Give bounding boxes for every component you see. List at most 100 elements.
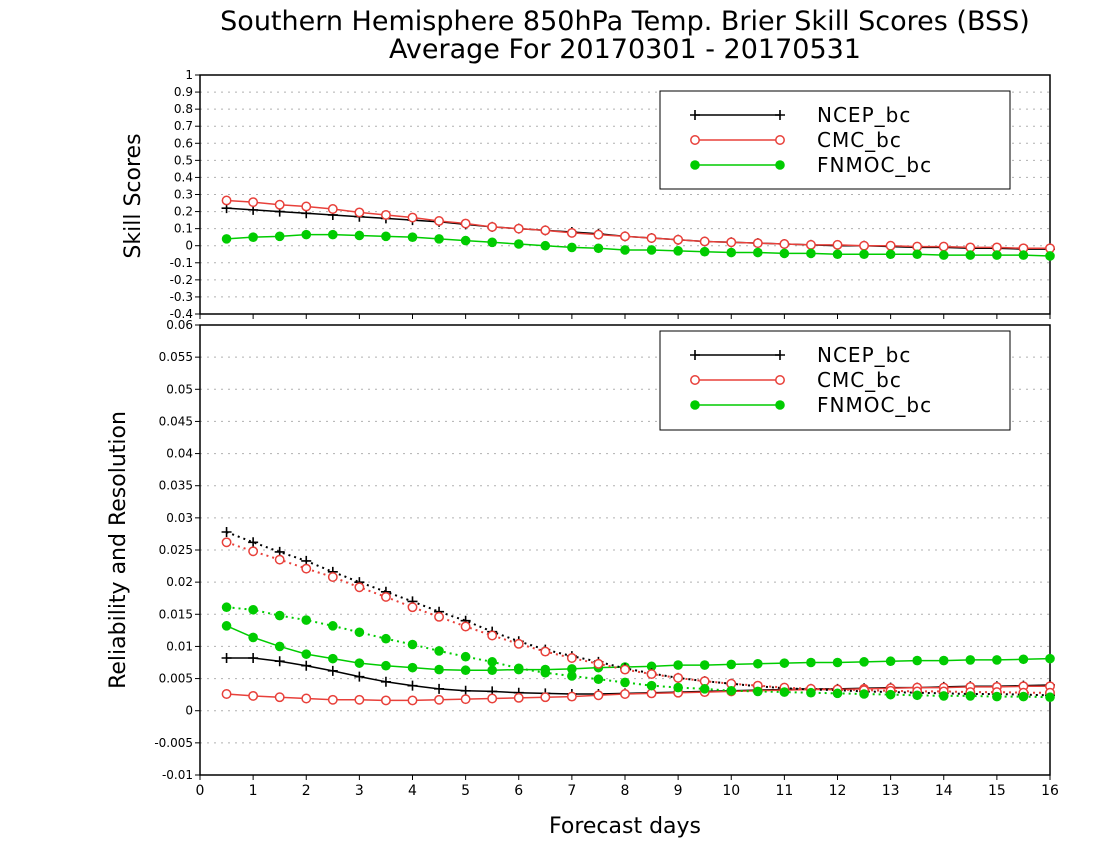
data-point (434, 216, 445, 226)
data-point (434, 234, 444, 244)
data-point (832, 688, 843, 699)
data-point (354, 658, 365, 668)
legend-label: NCEP_bc (817, 103, 911, 127)
y-tick-label: 0.8 (174, 102, 193, 116)
data-point (407, 232, 418, 242)
data-point (912, 690, 922, 701)
y-tick-label: 0.5 (174, 153, 193, 167)
data-point (274, 554, 285, 565)
data-point (699, 246, 710, 257)
y-tick-label: 0.9 (174, 85, 193, 99)
x-tick-label: 0 (196, 783, 205, 799)
x-axis-title: Forecast days (549, 814, 701, 839)
data-point (726, 247, 737, 258)
data-point (938, 655, 949, 666)
y-tick-label: 0.005 (159, 672, 193, 686)
data-point (965, 691, 976, 701)
series-CMC_bc-solid (221, 195, 1055, 254)
data-point (859, 249, 869, 260)
data-point (540, 646, 551, 657)
data-point (513, 223, 524, 234)
data-point (460, 235, 471, 246)
series-line (226, 541, 1050, 694)
data-point (407, 212, 418, 223)
y-tick-label: 0.045 (159, 414, 193, 428)
data-point (301, 660, 312, 671)
data-point (380, 695, 391, 706)
chart-title: Southern Hemisphere 850hPa Temp. Brier S… (220, 6, 1030, 37)
y-tick-label: 0.3 (174, 188, 193, 202)
series-CMC_bc-dotted (221, 537, 1055, 698)
legend-marker (775, 160, 785, 170)
y-tick-label: 0.6 (174, 136, 193, 150)
series-line (226, 685, 1050, 702)
data-point (221, 537, 232, 548)
data-point (885, 689, 896, 700)
data-point (221, 527, 232, 537)
data-point (434, 664, 444, 675)
data-point (566, 227, 577, 238)
x-tick-label: 9 (674, 783, 683, 799)
y-tick-label: -0.01 (162, 768, 193, 782)
data-point (221, 602, 232, 613)
x-tick-label: 13 (882, 783, 900, 799)
data-point (753, 658, 763, 669)
data-point (593, 229, 604, 240)
data-point (806, 657, 816, 668)
series-line (226, 199, 1050, 250)
data-point (938, 241, 949, 252)
data-point (540, 692, 551, 703)
data-point (1018, 654, 1029, 665)
data-point (487, 665, 497, 676)
data-point (513, 239, 524, 249)
data-point (593, 674, 604, 685)
legend-label: FNMOC_bc (817, 393, 932, 417)
data-point (540, 667, 551, 678)
data-point (380, 210, 391, 220)
data-point (673, 234, 684, 245)
data-point (407, 602, 418, 613)
legend-marker (775, 135, 785, 145)
data-point (726, 685, 737, 696)
y-tick-label: 0.01 (166, 639, 193, 653)
data-point (434, 694, 445, 705)
data-point (646, 661, 657, 672)
y-tick-label: -0.4 (170, 307, 193, 321)
data-point (221, 195, 232, 206)
data-point (859, 657, 869, 667)
y-tick-label: 0.2 (174, 205, 193, 219)
data-point (1018, 250, 1029, 260)
data-point (487, 630, 498, 641)
data-point (434, 646, 444, 656)
series-line (226, 657, 1051, 695)
y-tick-label: 0.4 (174, 170, 193, 184)
data-point (753, 247, 763, 258)
data-point (992, 655, 1002, 665)
data-point (646, 233, 657, 243)
data-point (779, 248, 790, 259)
data-point (673, 682, 683, 693)
data-point (460, 665, 471, 676)
data-point (407, 662, 418, 673)
data-point (460, 218, 471, 229)
x-tick-label: 6 (514, 783, 523, 799)
data-point (832, 657, 843, 668)
data-point (248, 653, 259, 663)
data-point (513, 692, 524, 703)
data-point (221, 689, 232, 699)
legend-marker (775, 375, 785, 385)
data-point (460, 621, 471, 632)
data-point (301, 615, 312, 625)
x-tick-label: 11 (775, 783, 793, 799)
series-line (226, 207, 1050, 250)
legend-marker (690, 375, 700, 385)
data-point (274, 656, 285, 667)
data-point (248, 546, 259, 557)
series-line (226, 625, 1051, 671)
x-tick-label: 16 (1041, 783, 1059, 799)
data-point (992, 691, 1002, 702)
data-point (354, 207, 365, 218)
series-FNMOC_bc-solid (221, 621, 1055, 676)
data-point (434, 611, 445, 622)
